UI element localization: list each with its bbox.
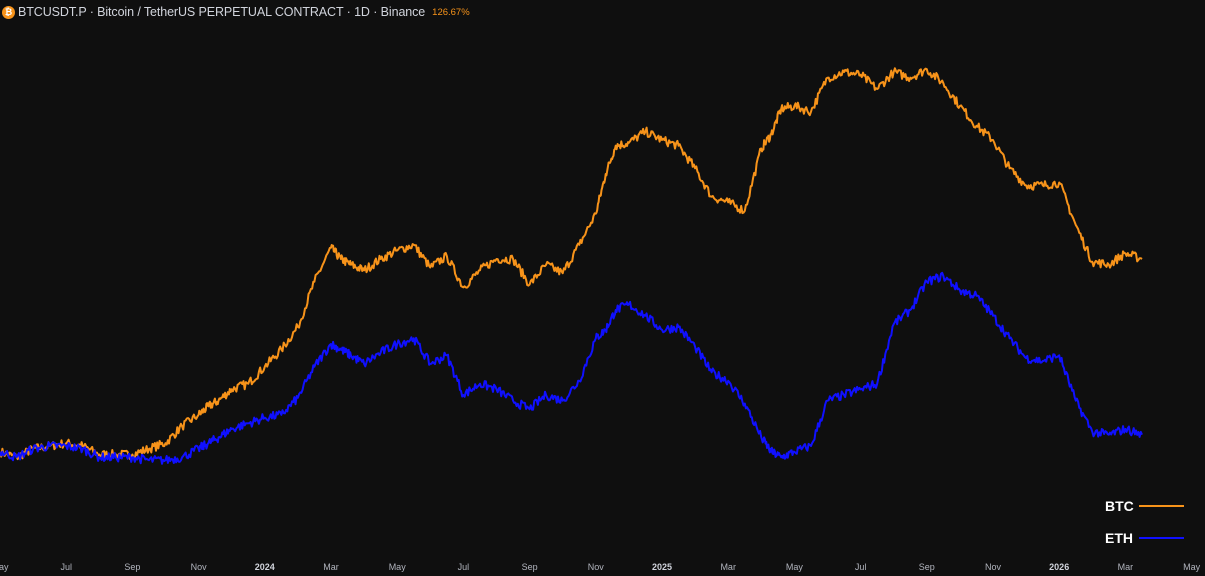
bitcoin-logo-icon: ₿: [2, 5, 15, 19]
x-tick-label: 2026: [1049, 562, 1069, 572]
x-tick-label: Nov: [985, 562, 1002, 572]
x-tick-label: Mar: [323, 562, 339, 572]
x-tick-label: Nov: [191, 562, 208, 572]
x-tick-label: 2025: [652, 562, 672, 572]
symbol-title[interactable]: BTCUSDT.P · Bitcoin / TetherUS PERPETUAL…: [18, 5, 426, 19]
percent-change-badge: 126.67%: [432, 6, 470, 18]
series-layer: [0, 67, 1143, 465]
x-tick-label: Nov: [588, 562, 605, 572]
x-tick-label: Jul: [458, 562, 470, 572]
x-tick-label: May: [786, 562, 804, 572]
legend-label-btc: BTC: [1105, 498, 1134, 514]
x-tick-label: Mar: [720, 562, 736, 572]
x-axis: May Jul Sep Nov 2024 Mar May Jul Sep Nov 2025 Mar Ma…: [0, 562, 1201, 572]
series-line-btc[interactable]: [0, 67, 1143, 461]
legend: BTC ETH: [1105, 498, 1184, 546]
x-tick-label: May: [389, 562, 407, 572]
chart-header: ₿ BTCUSDT.P · Bitcoin / TetherUS PERPETU…: [2, 3, 470, 21]
legend-label-eth: ETH: [1105, 530, 1133, 546]
x-tick-label: Mar: [1118, 562, 1134, 572]
x-tick-label: May: [0, 562, 9, 572]
x-tick-label: Jul: [855, 562, 867, 572]
x-tick-label: Sep: [522, 562, 538, 572]
x-tick-label: 2024: [255, 562, 275, 572]
series-line-eth[interactable]: [0, 271, 1143, 465]
x-tick-label: Jul: [60, 562, 72, 572]
x-tick-label: Sep: [124, 562, 140, 572]
x-tick-label: Sep: [919, 562, 935, 572]
x-tick-label: May: [1183, 562, 1201, 572]
